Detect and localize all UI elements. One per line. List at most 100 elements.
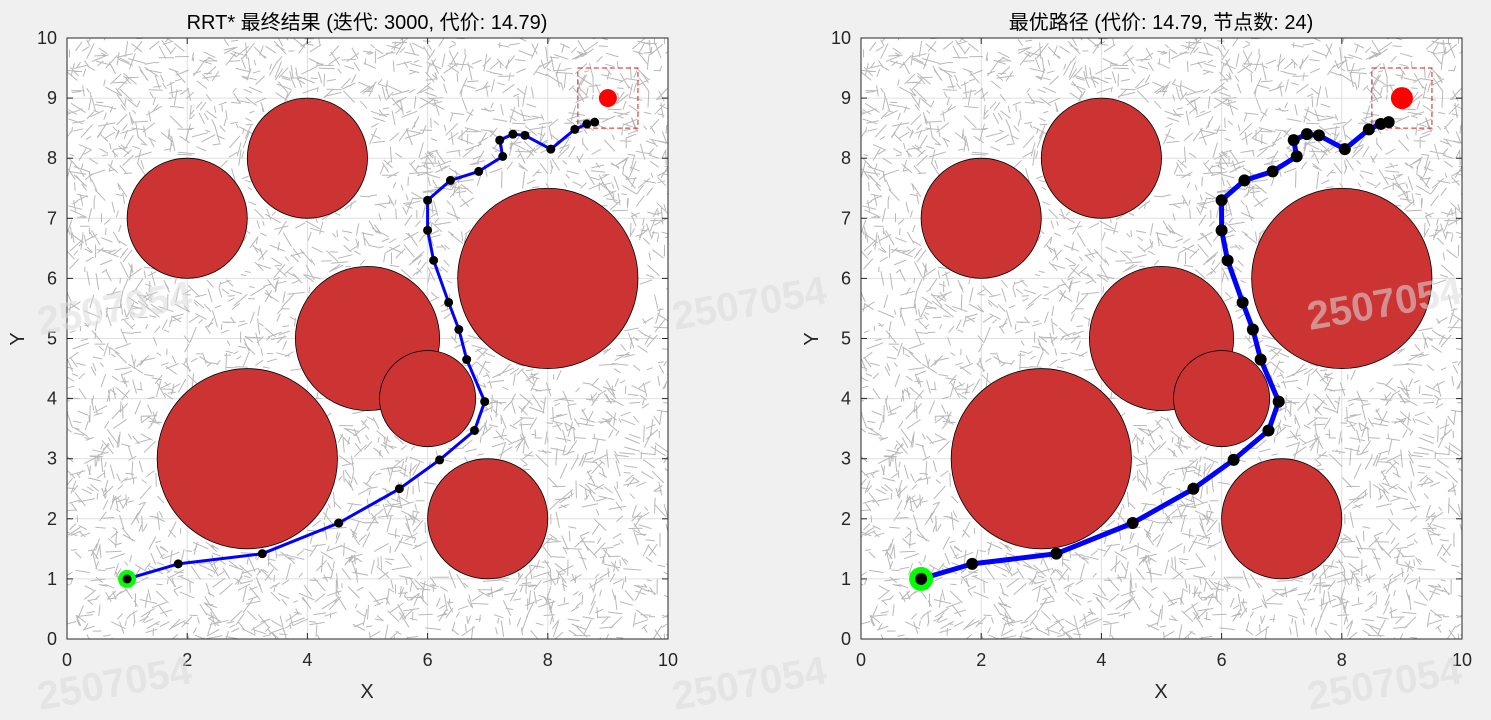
x-tick-label: 6 (423, 650, 433, 670)
optimal-path-panel: 0 2 4 6 8 10 0 1 2 3 4 5 6 7 8 9 10 最优路径 (代价: 14.79, 节点数:… (669, 11, 1472, 719)
obstacle (1251, 187, 1433, 369)
path-node (1238, 174, 1251, 187)
path-node (445, 175, 455, 185)
path-node (1221, 254, 1234, 267)
path-node (1290, 150, 1303, 163)
path-node (1236, 296, 1249, 309)
path-node (394, 484, 404, 494)
y-tick-label: 1 (47, 569, 57, 589)
y-tick-label: 3 (841, 449, 851, 469)
y-tick-label: 7 (47, 208, 57, 228)
path-node (423, 225, 433, 235)
path-node (1254, 353, 1267, 366)
obstacle (246, 97, 368, 219)
panel-title: 最优路径 (代价: 14.79, 节点数: 24) (1009, 11, 1314, 34)
x-axis-label: X (360, 681, 373, 703)
watermark: 2507054 (34, 648, 196, 715)
path-node (1312, 129, 1325, 142)
path-node (1362, 123, 1375, 136)
obstacle (950, 368, 1132, 550)
goal-region (1371, 67, 1433, 129)
y-axis-label: Y (801, 332, 823, 345)
obstacle (379, 350, 477, 448)
path-node (257, 549, 267, 559)
x-tick-label: 4 (302, 650, 312, 670)
watermark: 2507054 (669, 648, 831, 715)
path-node (1300, 128, 1313, 141)
path-node (173, 559, 183, 569)
x-tick-label: 4 (1096, 650, 1106, 670)
x-tick-label: 0 (856, 650, 866, 670)
path-node (508, 129, 518, 139)
y-tick-label: 9 (47, 88, 57, 108)
path-node (1262, 424, 1275, 437)
tree-edges (67, 38, 668, 639)
panel-title: RRT* 最终结果 (迭代: 3000, 代价: 14.79) (187, 11, 548, 34)
rrt-tree-panel: 0 2 4 6 8 10 0 1 2 3 4 5 6 7 8 9 10 RRT* 最终结果 (迭代: 3000, … (7, 11, 678, 719)
obstacle (427, 458, 549, 580)
path-node (444, 297, 454, 307)
path-node (1287, 134, 1300, 147)
path-node (435, 455, 445, 465)
path-node (582, 119, 592, 129)
x-tick-label: 2 (182, 650, 192, 670)
x-tick-label: 8 (1337, 650, 1347, 670)
y-tick-label: 10 (831, 28, 851, 48)
path-line (126, 120, 596, 581)
watermark: 2507054 (669, 268, 831, 339)
path-node (1246, 323, 1259, 336)
path-node (423, 195, 433, 205)
y-tick-label: 7 (841, 208, 851, 228)
path-node (498, 151, 508, 161)
obstacle (1173, 350, 1271, 448)
y-tick-label: 10 (37, 28, 57, 48)
y-tick-label: 6 (841, 268, 851, 288)
exploration-tree (67, 38, 668, 639)
path-node (570, 124, 580, 134)
path-node (1382, 116, 1395, 129)
watermark: 2507054 (1304, 648, 1466, 715)
path-node (1187, 482, 1200, 495)
y-axis-label: Y (7, 332, 29, 345)
goal-region (577, 67, 639, 129)
path-node (1126, 517, 1139, 530)
x-tick-label: 6 (1217, 650, 1227, 670)
exploration-tree (861, 38, 1462, 639)
y-tick-label: 2 (841, 509, 851, 529)
path-node (462, 355, 472, 365)
y-tick-label: 5 (841, 329, 851, 349)
path-node (454, 324, 464, 334)
y-tick-label: 0 (47, 629, 57, 649)
path-node (480, 397, 490, 407)
path-node (1266, 165, 1279, 178)
y-tick-label: 4 (841, 389, 851, 409)
path-node (590, 117, 600, 127)
obstacle (457, 187, 639, 369)
y-tick-label: 3 (47, 449, 57, 469)
obstacle (156, 368, 338, 550)
path-node (1215, 194, 1228, 207)
path-node (915, 572, 928, 585)
goal-marker (598, 89, 617, 108)
path-node (966, 557, 979, 570)
path-node (1050, 547, 1063, 560)
y-tick-label: 2 (47, 509, 57, 529)
y-tick-label: 5 (47, 329, 57, 349)
path-node (429, 255, 439, 265)
y-tick-label: 0 (841, 629, 851, 649)
path-node (334, 518, 344, 528)
path-node (1227, 453, 1240, 466)
y-tick-label: 8 (841, 148, 851, 168)
y-tick-label: 6 (47, 268, 57, 288)
y-tick-label: 1 (841, 569, 851, 589)
path-node (495, 135, 505, 145)
obstacle (1221, 458, 1343, 580)
path-node (1272, 395, 1285, 408)
obstacle (126, 157, 248, 279)
x-tick-label: 2 (976, 650, 986, 670)
x-tick-label: 10 (658, 650, 678, 670)
y-tick-label: 8 (47, 148, 57, 168)
x-tick-label: 10 (1452, 650, 1472, 670)
